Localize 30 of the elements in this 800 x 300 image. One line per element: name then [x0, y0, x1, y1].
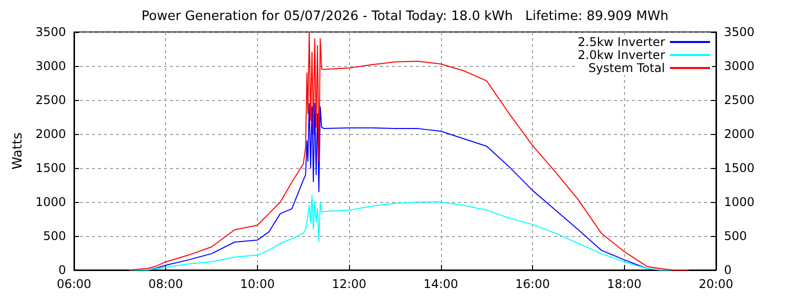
y-tick-label: 1500 — [35, 161, 66, 175]
x-tick-label: 06:00 — [56, 277, 92, 291]
y2-tick-label: 2000 — [724, 127, 755, 141]
y-tick-label: 500 — [43, 229, 66, 243]
y-tick-label: 2000 — [35, 127, 66, 141]
y-axis-title: Watts — [10, 132, 26, 170]
y2-tick-label: 500 — [724, 229, 747, 243]
legend-label: 2.0kw Inverter — [578, 48, 666, 62]
legend-label: System Total — [588, 61, 665, 75]
x-tick-label: 16:00 — [515, 277, 550, 291]
x-tick-label: 14:00 — [424, 277, 458, 291]
y2-tick-label: 1500 — [724, 161, 755, 175]
x-tick-label: 10:00 — [240, 277, 275, 291]
x-tick-label: 12:00 — [332, 277, 366, 291]
y2-tick-label: 3000 — [724, 59, 755, 73]
x-tick-label: 08:00 — [148, 277, 184, 291]
x-tick-label: 18:00 — [606, 277, 642, 291]
x-tick-label: 20:00 — [698, 277, 734, 291]
y2-tick-label: 3500 — [724, 25, 755, 39]
y2-tick-label: 1000 — [724, 195, 755, 209]
y-tick-label: 1000 — [35, 195, 66, 209]
legend-label: 2.5kw Inverter — [578, 35, 666, 49]
y2-tick-label: 0 — [724, 263, 732, 277]
chart-title: Power Generation for 05/07/2026 - Total Today: 18.0 kWh Lifetime: 89.909 MWh — [142, 9, 668, 24]
y-tick-label: 3500 — [35, 25, 66, 39]
y-tick-label: 0 — [58, 263, 66, 277]
line-series — [128, 32, 689, 270]
y-tick-label: 2500 — [35, 93, 66, 107]
y2-tick-label: 2500 — [724, 93, 755, 107]
y-tick-label: 3000 — [35, 59, 66, 73]
